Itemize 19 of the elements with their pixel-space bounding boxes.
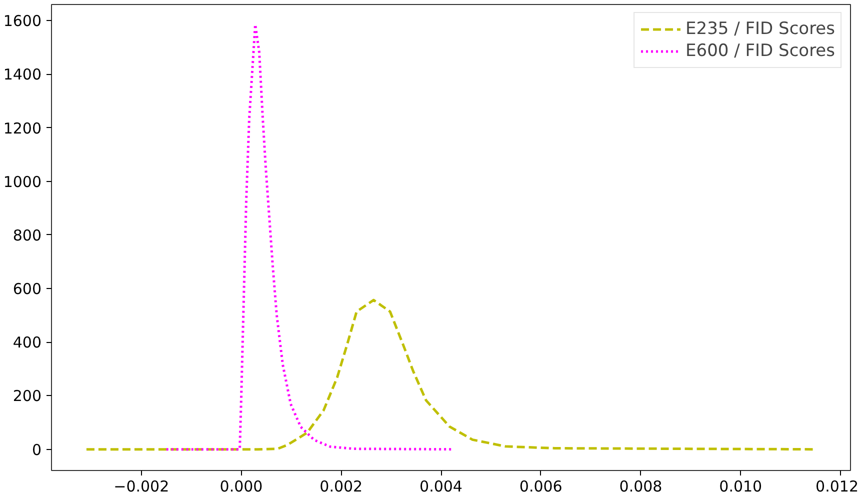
x-tick-label: 0.002 <box>320 478 363 494</box>
y-tick-label: 1600 <box>3 12 42 30</box>
x-tick-label: 0.012 <box>816 478 858 494</box>
y-tick-label: 200 <box>12 387 42 406</box>
x-tick-label: 0.004 <box>420 478 462 494</box>
legend-label: E235 / FID Scores <box>686 19 835 39</box>
x-tick-label: −0.002 <box>114 478 170 494</box>
x-tick-label: 0.008 <box>619 478 662 494</box>
y-tick-label: 1200 <box>3 119 42 138</box>
x-tick-label: 0.010 <box>719 478 762 494</box>
legend-label: E600 / FID Scores <box>686 41 835 61</box>
y-tick-label: 600 <box>12 280 42 298</box>
y-tick-label: 0 <box>32 440 42 459</box>
y-tick-label: 400 <box>12 334 42 352</box>
x-tick-label: 0.006 <box>519 478 562 494</box>
x-tick-label: 0.000 <box>220 478 263 494</box>
y-tick-label: 1400 <box>3 66 42 84</box>
y-tick-label: 800 <box>12 226 42 244</box>
y-tick-label: 1000 <box>3 172 42 191</box>
